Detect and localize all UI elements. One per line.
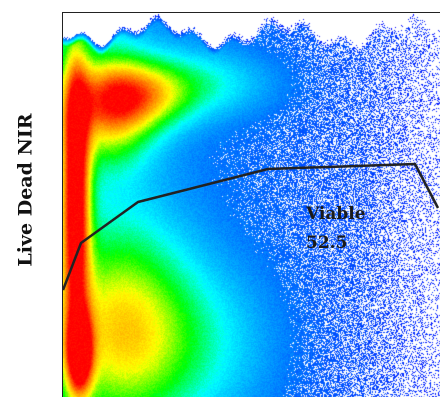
density-plot: Viable 52.5 bbox=[62, 12, 440, 397]
gate-overlay bbox=[63, 162, 440, 291]
gate-percent-label: 52.5 bbox=[306, 233, 348, 253]
gate-name-label: Viable bbox=[306, 204, 366, 224]
y-axis-label-text: Live Dead NIR bbox=[15, 113, 37, 267]
density-scatter bbox=[63, 13, 440, 397]
y-axis-label: Live Dead NIR bbox=[6, 20, 46, 360]
viable-gate-outline bbox=[63, 162, 440, 291]
